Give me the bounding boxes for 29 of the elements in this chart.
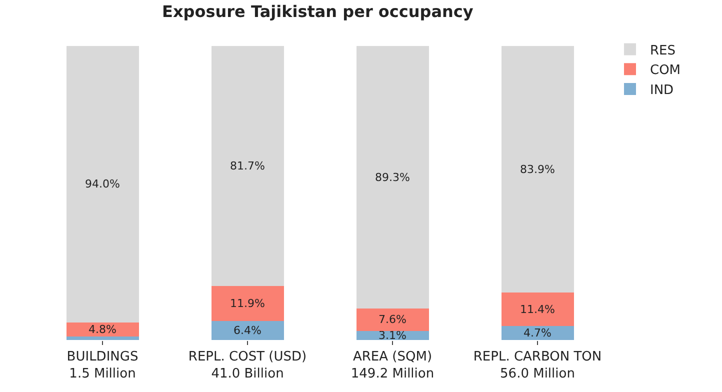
- bar: [211, 321, 284, 340]
- data-label: 89.3%: [375, 170, 410, 184]
- bar: [501, 292, 574, 326]
- data-label: 3.1%: [378, 328, 406, 342]
- data-label: 4.8%: [88, 322, 116, 336]
- data-label: 11.9%: [230, 297, 265, 310]
- legend-label: IND: [650, 83, 674, 98]
- chart-title: Exposure Tajikistan per occupancy: [162, 2, 474, 22]
- legend-label: RES: [650, 43, 676, 58]
- data-label: 6.4%: [234, 324, 262, 338]
- bar: [66, 336, 139, 340]
- data-label: 83.9%: [520, 162, 555, 176]
- bar: [356, 308, 429, 331]
- data-label: 4.7%: [524, 326, 552, 340]
- data-label: 81.7%: [230, 160, 265, 173]
- data-label: 11.4%: [520, 302, 555, 316]
- data-label: 94.0%: [85, 178, 120, 191]
- bar: [356, 46, 429, 309]
- x-tick-label: REPL. COST (USD) 41.0 Billion: [188, 350, 307, 382]
- x-tick-label: AREA (SQM) 149.2 Million: [350, 350, 434, 382]
- bar: [211, 46, 284, 286]
- bar: [501, 326, 574, 340]
- data-label: 7.6%: [378, 313, 406, 326]
- bar: [66, 46, 139, 322]
- bar: [211, 286, 284, 322]
- x-tick-label: REPL. CARBON TON 56.0 Million: [473, 350, 602, 382]
- bar: [501, 46, 574, 293]
- legend-label: COM: [650, 63, 681, 78]
- x-tick-label: BUILDINGS 1.5 Million: [66, 350, 138, 382]
